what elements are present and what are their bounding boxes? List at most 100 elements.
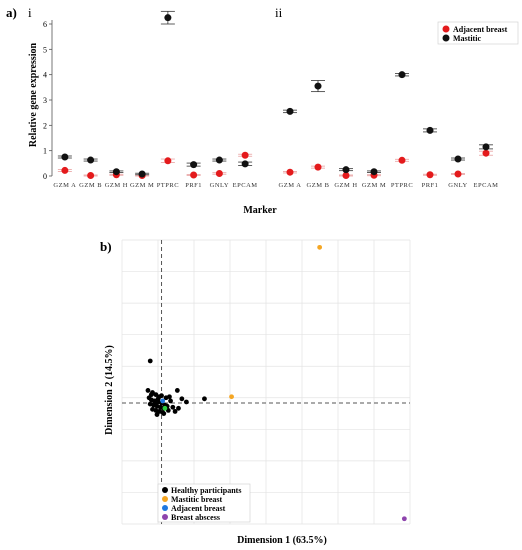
b-point-healthy-participants [145,388,151,393]
legend-a-swatch-adjacent [442,25,450,33]
legend-b-label-healthy-participants: Healthy participants [171,486,241,495]
a-i-y-tick-label: 0 [43,172,47,181]
a-i-category-label: GZM H [105,182,128,189]
a-ii-point-adjacent [342,171,350,179]
a-ii-point-mastitic [426,126,434,134]
a-i-point-mastitic [164,14,172,22]
a-ii-point-adjacent [454,170,462,178]
a-ii-point-mastitic [370,168,378,176]
a-i-category-label: EPCAM [233,182,258,189]
legend-b-swatch-adjacent-breast [162,505,168,511]
a-i-category-label: GZM B [79,182,102,189]
a-ii-category-label: GZM M [362,182,386,189]
b-point-healthy-participants [170,404,176,410]
b-point-other [162,405,168,411]
b-point-healthy-participants [161,411,167,416]
a-ii-category-label: PTPRC [391,182,413,189]
legend-b-swatch-mastitic-breast [162,496,168,502]
a-ii-point-adjacent [286,168,294,176]
a-i-category-label: PRF1 [185,182,202,189]
a-i-point-mastitic [241,160,249,168]
subpanel-i-label: i [28,5,32,20]
panel-b-y-axis-title: Dimension 2 (14.5%) [104,345,115,435]
b-point-healthy-participants [168,398,173,404]
b-point-healthy-participants [183,399,189,405]
a-i-y-tick-label: 3 [43,96,47,105]
b-point-mastitic-breast [229,394,234,400]
plot-a-ii: GZM A GZM B GZM H GZM M PTPRC PRF1 GNLY EPCAM [279,71,499,189]
a-i-point-mastitic [215,156,223,164]
plot-a-i: 0 1 2 3 4 5 6 GZM A GZM B GZM H GZM M PTPRC PRF1 GNLY… [43,10,258,189]
b-point-healthy-participants [159,393,164,399]
legend-a-swatch-mastitic [442,34,450,42]
b-point-healthy-participants [148,392,154,398]
a-ii-point-adjacent [398,156,406,164]
legend-b-label-mastitic-breast: Mastitic breast [171,495,223,504]
a-i-point-adjacent [215,169,223,177]
a-ii-point-mastitic [286,107,294,115]
a-ii-category-label: GZM A [279,182,302,189]
a-i-point-mastitic [61,153,69,161]
a-ii-point-mastitic [482,143,490,151]
a-i-point-adjacent [61,166,69,174]
a-i-point-mastitic [87,156,95,164]
b-point-adjacent-breast [160,398,166,404]
a-i-category-label: GZM M [130,182,154,189]
b-point-healthy-participants [172,409,178,414]
legend-a-label-mastitic: Mastitic [453,34,481,43]
legend-b-swatch-healthy-participants [162,487,168,493]
legend-a-label-adjacent: Adjacent breast [453,25,508,34]
a-ii-point-mastitic [398,71,406,79]
subpanel-ii-label: ii [275,5,283,20]
b-point-healthy-participants [154,412,160,418]
panel-a: a) i ii Relative gene expression Marker … [6,5,519,216]
panel-b-label: b) [100,239,112,254]
a-ii-category-label: EPCAM [474,182,499,189]
a-i-point-adjacent [190,171,198,179]
plot-b [121,239,411,525]
a-i-y-tick-label: 4 [43,71,47,80]
a-i-point-adjacent [241,151,249,159]
a-i-y-tick-label: 2 [43,121,47,130]
a-ii-point-adjacent [314,163,322,171]
panel-b-x-axis-title: Dimension 1 (63.5%) [237,535,327,546]
a-i-y-tick-label: 5 [43,45,47,54]
panel-b: b) Dimension 2 (14.5%) Dimension 1 (63.5… [100,239,411,546]
a-i-point-mastitic [190,161,198,169]
a-ii-category-label: GNLY [448,182,467,189]
b-point-healthy-participants [176,405,181,411]
b-point-breast-abscess [401,516,407,522]
a-ii-point-adjacent [426,171,434,179]
a-ii-category-label: GZM B [307,182,330,189]
a-i-point-adjacent [164,157,172,165]
panel-a-x-axis-title: Marker [243,205,277,216]
b-point-healthy-participants [155,396,161,402]
legend-b-swatch-breast-abscess [162,514,168,520]
b-point-healthy-participants [174,388,180,393]
b-point-healthy-participants [152,400,158,406]
legend-b-label-adjacent-breast: Adjacent breast [171,504,226,513]
panel-a-y-axis-title: Relative gene expression [28,42,39,147]
a-i-category-label: GNLY [210,182,229,189]
a-i-y-tick-label: 6 [43,20,47,29]
legend-b-label-breast-abscess: Breast abscess [171,513,220,522]
a-ii-point-mastitic [454,155,462,163]
panel-a-label: a) [6,5,17,20]
a-ii-category-label: PRF1 [422,182,439,189]
a-i-point-mastitic [138,170,146,178]
b-point-healthy-participants [202,396,207,402]
a-ii-point-mastitic [342,166,350,174]
a-ii-point-adjacent [482,149,490,157]
b-point-healthy-participants [167,394,172,400]
legend-b-box [157,483,251,523]
a-i-point-adjacent [87,171,95,179]
a-i-point-mastitic [112,168,120,176]
a-ii-category-label: GZM H [334,182,357,189]
a-i-category-label: GZM A [53,182,76,189]
a-i-category-label: PTPRC [157,182,179,189]
b-point-healthy-participants [179,396,185,402]
b-point-healthy-participants [147,358,153,364]
a-i-y-tick-label: 1 [43,147,47,156]
